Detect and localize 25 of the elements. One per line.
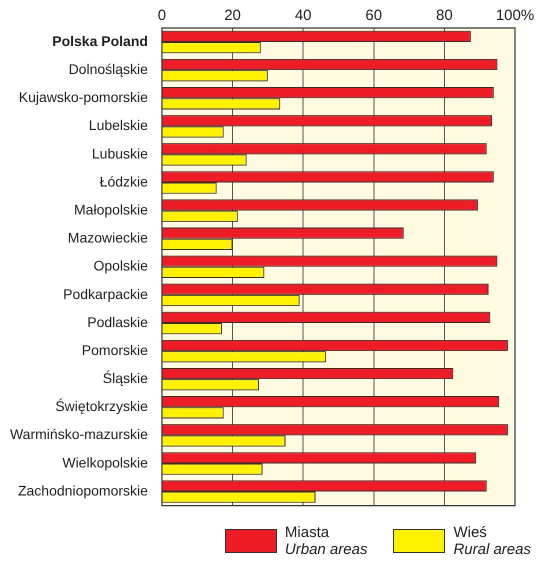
x-tick-label: 100% [496, 7, 534, 24]
x-tick-label: 20 [224, 7, 241, 24]
y-tick-label: Podkarpackie [63, 286, 148, 302]
y-tick-label: Śląskie [102, 370, 148, 386]
y-tick-label: Mazowieckie [68, 230, 148, 246]
y-tick-label: Podlaskie [87, 314, 148, 330]
y-tick-label: Polska Poland [52, 32, 148, 49]
y-tick-label: Zachodniopomorskie [18, 482, 148, 498]
y-tick-label: Małopolskie [74, 201, 148, 218]
y-tick-label: Opolskie [93, 258, 148, 274]
x-tick-label: 60 [365, 7, 382, 24]
y-tick-label: Warmińsko-mazurskie [10, 426, 148, 442]
x-tick-label: 40 [294, 7, 312, 24]
y-tick-label: Lubelskie [88, 117, 148, 134]
y-tick-label: Dolnośląskie [68, 61, 148, 77]
y-tick-label: Świętokrzyskie [55, 398, 148, 414]
legend-label: Miasta Urban areas [284, 524, 368, 558]
legend-label: Wieś Rural areas [453, 524, 531, 558]
x-tick-label: 80 [436, 7, 453, 24]
y-tick-label: Lubuskie [92, 145, 148, 162]
y-tick-label: Łódzkie [100, 173, 148, 190]
x-tick-label: 0 [158, 7, 166, 24]
y-tick-label: Wielkopolskie [62, 454, 148, 470]
y-tick-label: Kujawsko-pomorskie [18, 89, 148, 106]
y-tick-label: Pomorskie [82, 342, 148, 358]
